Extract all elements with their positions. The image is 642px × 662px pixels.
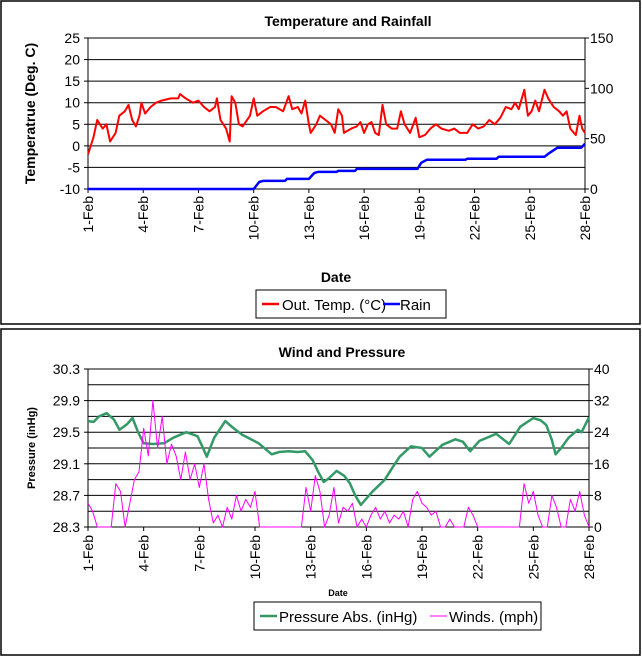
y2-tick-label: 40	[594, 361, 610, 377]
y2-tick-label: 50	[590, 131, 606, 147]
x-tick-label: 13-Feb	[301, 196, 317, 241]
y2-tick-label: 32	[594, 393, 610, 409]
x-axis-title: Date	[321, 269, 352, 285]
y-tick-label: 30.3	[53, 361, 80, 377]
x-tick-label: 4-Feb	[136, 535, 152, 572]
y-tick-label: 29.1	[53, 456, 80, 472]
x-tick-label: 25-Feb	[522, 196, 538, 241]
y-tick-label: 10	[64, 95, 80, 111]
y-tick-label: 28.7	[53, 487, 80, 503]
legend: Out. Temp. (°C) Rain	[255, 289, 447, 319]
x-tick-label: 28-Feb	[581, 535, 597, 580]
series-line-1	[87, 400, 590, 528]
x-tick-label: 7-Feb	[191, 535, 207, 572]
x-tick-label: 16-Feb	[358, 535, 374, 580]
legend-label: Rain	[400, 297, 431, 314]
x-tick-label: 1-Feb	[80, 196, 96, 233]
y-tick-label: 5	[72, 116, 80, 132]
y-tick-label: 20	[64, 52, 80, 68]
y2-tick-label: 100	[590, 80, 614, 96]
legend-box	[255, 289, 447, 319]
x-tick-label: 4-Feb	[135, 196, 151, 233]
y-tick-label: -10	[60, 181, 80, 197]
x-tick-label: 7-Feb	[190, 196, 206, 233]
series-line-0	[87, 411, 591, 507]
legend-box	[253, 601, 542, 631]
x-tick-label: 10-Feb	[246, 196, 262, 241]
y-axis-title: Temperatrue (Deg. C)	[22, 43, 38, 184]
y-tick-label: 25	[64, 30, 80, 46]
x-tick-label: 19-Feb	[411, 196, 427, 241]
legend: Pressure Abs. (inHg) Winds. (mph)	[253, 601, 542, 631]
x-tick-label: 1-Feb	[80, 535, 96, 572]
legend-label: Pressure Abs. (inHg)	[279, 609, 417, 626]
legend-label: Winds. (mph)	[449, 609, 538, 626]
y-tick-label: 29.5	[53, 424, 80, 440]
y2-tick-label: 0	[590, 181, 598, 197]
chart-title: Temperature and Rainfall	[264, 13, 431, 29]
y-tick-label: 29.9	[53, 393, 80, 409]
x-tick-label: 28-Feb	[577, 196, 593, 241]
x-tick-label: 19-Feb	[414, 535, 430, 580]
x-tick-label: 13-Feb	[303, 535, 319, 580]
y2-tick-label: 16	[594, 456, 610, 472]
series-line-1	[88, 142, 586, 191]
series-line-0	[87, 88, 586, 155]
chart-panel-temperature	[0, 0, 641, 325]
x-tick-label: 16-Feb	[356, 196, 372, 241]
y2-tick-label: 0	[594, 519, 602, 535]
y2-tick-label: 24	[594, 424, 610, 440]
y-tick-label: 15	[64, 73, 80, 89]
x-tick-label: 22-Feb	[470, 535, 486, 580]
y-tick-label: 0	[72, 138, 80, 154]
chart-title: Wind and Pressure	[279, 344, 406, 360]
y2-tick-label: 8	[594, 487, 602, 503]
x-tick-label: 10-Feb	[247, 535, 263, 580]
y2-tick-label: 150	[590, 30, 614, 46]
legend-label: Out. Temp. (°C)	[282, 297, 386, 314]
y-tick-label: 28.3	[53, 519, 80, 535]
y-tick-label: -5	[68, 159, 81, 175]
y-axis-title: Pressure (inHg)	[26, 407, 38, 489]
x-tick-label: 25-Feb	[525, 535, 541, 580]
x-tick-label: 22-Feb	[467, 196, 483, 241]
wind-pressure-chart: 30.3 29.9 29.5 29.1 28.7 28.3 40 32 24 16 8 0 1-Feb 4…	[26, 344, 610, 631]
x-axis-title: Date	[328, 588, 348, 598]
